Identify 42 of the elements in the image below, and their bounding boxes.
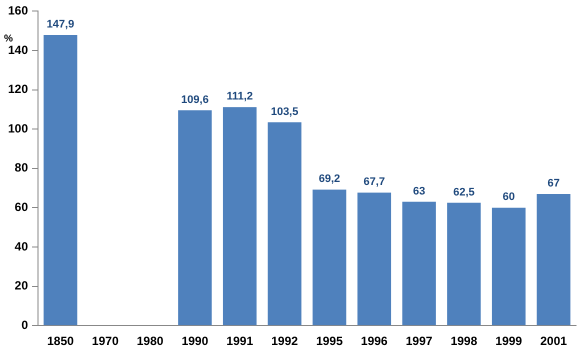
data-label: 62,5 bbox=[453, 186, 475, 198]
y-tick-label: 160 bbox=[8, 4, 28, 18]
x-tick-label: 1991 bbox=[226, 334, 254, 348]
y-tick-label: 20 bbox=[14, 278, 28, 293]
x-tick-label: 2001 bbox=[540, 334, 568, 348]
bar bbox=[492, 208, 526, 326]
x-tick-label: 1980 bbox=[136, 334, 164, 348]
x-tick-label: 1996 bbox=[360, 334, 388, 348]
x-tick-label: 1995 bbox=[316, 334, 344, 348]
x-tick-label: 1990 bbox=[182, 334, 209, 348]
y-tick-label: 0 bbox=[21, 318, 28, 332]
data-label: 60 bbox=[502, 191, 515, 204]
x-tick-label: 1970 bbox=[92, 334, 119, 348]
y-tick-label: 60 bbox=[14, 200, 28, 214]
bar bbox=[536, 194, 570, 326]
y-axis-title: % bbox=[4, 33, 13, 44]
bar bbox=[447, 202, 481, 326]
x-tick-label: 1997 bbox=[406, 334, 433, 348]
bar bbox=[44, 34, 78, 326]
data-label: 103,5 bbox=[270, 106, 298, 118]
y-tick-label: 140 bbox=[8, 42, 28, 57]
x-tick-label: 1999 bbox=[495, 334, 522, 348]
bar bbox=[312, 190, 346, 326]
data-label: 67,7 bbox=[364, 176, 385, 188]
data-label: 69,2 bbox=[318, 173, 340, 186]
data-label: 111,2 bbox=[226, 90, 253, 103]
data-label: 147,9 bbox=[46, 18, 74, 31]
bar bbox=[402, 202, 436, 326]
x-tick-label: 1998 bbox=[450, 334, 478, 348]
x-tick-label: 1850 bbox=[47, 334, 74, 348]
y-tick-label: 80 bbox=[14, 160, 28, 175]
data-label: 63 bbox=[412, 185, 426, 198]
bar bbox=[222, 107, 257, 326]
y-tick-label: 100 bbox=[8, 121, 28, 136]
bar bbox=[357, 192, 392, 326]
data-label: 67 bbox=[547, 177, 560, 190]
x-tick-label: 1992 bbox=[271, 334, 298, 348]
y-tick-label: 40 bbox=[14, 239, 28, 254]
bar bbox=[268, 122, 302, 326]
bar bbox=[178, 110, 212, 326]
data-label: 109,6 bbox=[181, 94, 209, 106]
y-tick-label: 120 bbox=[8, 82, 28, 96]
